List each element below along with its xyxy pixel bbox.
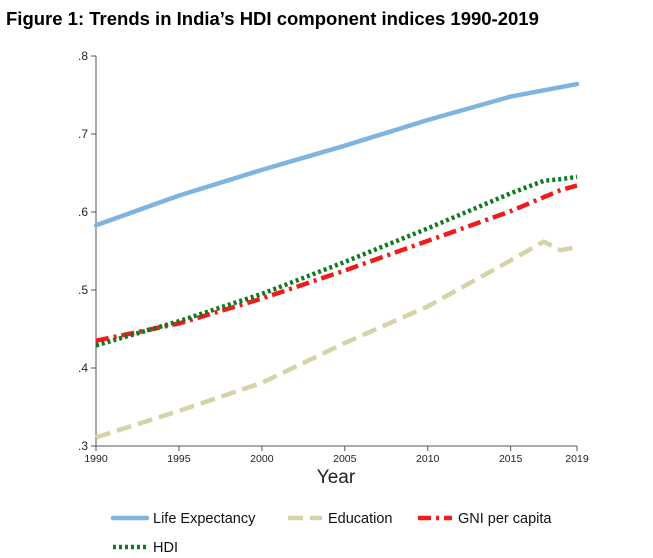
legend-label: HDI bbox=[153, 540, 178, 556]
legend-label: GNI per capita bbox=[458, 511, 552, 527]
y-tick-label: .3 bbox=[78, 439, 88, 453]
y-tick-label: .6 bbox=[78, 205, 88, 219]
legend-label: Education bbox=[328, 511, 393, 527]
y-axis: .3 .4 .5 .6 .7 .8 bbox=[78, 49, 97, 453]
x-tick-label: 2010 bbox=[416, 453, 440, 465]
series-line-education bbox=[95, 239, 578, 440]
series-line-hdi bbox=[95, 174, 578, 348]
legend-label: Life Expectancy bbox=[153, 511, 256, 527]
x-tick-label: 1990 bbox=[84, 453, 108, 465]
x-tick-label: 2015 bbox=[499, 453, 523, 465]
x-tick-label: 2019 bbox=[565, 453, 589, 465]
x-tick-label: 1995 bbox=[167, 453, 191, 465]
x-axis-title: Year bbox=[317, 467, 356, 488]
series-line-life-expectancy bbox=[93, 81, 580, 228]
x-tick-label: 2000 bbox=[250, 453, 274, 465]
y-tick-label: .8 bbox=[78, 49, 88, 63]
y-tick-label: .7 bbox=[78, 127, 88, 141]
chart-title: Figure 1: Trends in India’s HDI componen… bbox=[6, 8, 539, 29]
x-axis: 1990 1995 2000 2005 2010 2015 2019 bbox=[84, 445, 589, 465]
series-line-gni-per-capita bbox=[95, 183, 578, 343]
y-tick-label: .5 bbox=[78, 283, 88, 297]
series-layer bbox=[93, 81, 580, 440]
x-tick-label: 2005 bbox=[333, 453, 357, 465]
legend: Life Expectancy Education GNI per capita HD… bbox=[110, 511, 552, 556]
y-tick-label: .4 bbox=[78, 361, 88, 375]
